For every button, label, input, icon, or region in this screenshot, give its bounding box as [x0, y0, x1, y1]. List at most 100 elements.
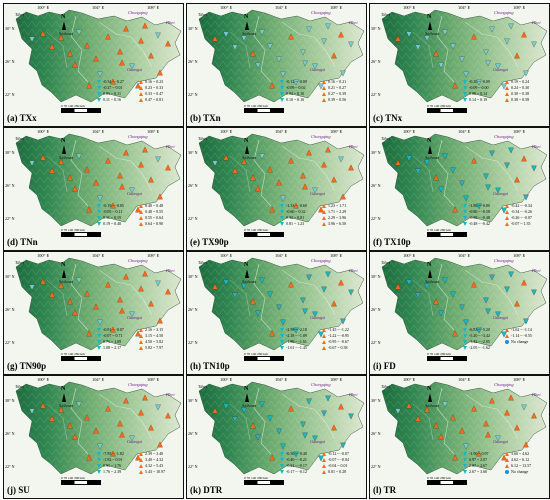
up-trend-marker: [300, 172, 306, 179]
up-triangle-icon: [505, 222, 509, 227]
scale-text-label: 0 70 140 280 km: [61, 352, 85, 356]
up-triangle-icon: [322, 80, 326, 85]
legend-item: 1.08 ~ 2.17: [97, 345, 121, 351]
down-trend-marker: [338, 156, 344, 163]
legend-item: 0.64 ~ 0.90: [139, 221, 163, 227]
up-trend-marker: [348, 164, 354, 171]
map-panel: 100° E 104° E 108° E 30° N 26° N 22° N Tibet Ch…: [369, 3, 550, 127]
down-trend-marker: [438, 62, 444, 69]
north-label: N: [244, 386, 249, 392]
up-triangle-icon: [139, 80, 143, 85]
lat-label: 26° N: [5, 59, 15, 64]
down-trend-marker: [223, 403, 229, 410]
name guangxi-label: Guangxi: [493, 67, 509, 72]
legend-label: 0.24 ~ 0.30: [511, 85, 530, 90]
legend-item: 0.24 ~ 0.30: [505, 85, 530, 91]
legend-label: 3.60 ~ 4.62: [511, 451, 530, 456]
up-trend-marker: [504, 409, 510, 416]
up-trend-marker: [110, 202, 116, 209]
down-trend-marker: [267, 43, 273, 50]
down-triangle-icon: [97, 210, 101, 215]
legend-item: -0.50 ~ -0.40: [280, 451, 307, 457]
down-triangle-icon: [97, 470, 101, 475]
up-trend-marker: [72, 185, 78, 192]
down-trend-marker: [300, 297, 306, 304]
legend-label: 0.30 ~ 0.38: [511, 91, 530, 96]
terrain-map: [198, 133, 365, 227]
legend-item: -1.90 ~ 0.97: [463, 451, 489, 457]
down-triangle-icon: [97, 334, 101, 339]
legend-label: 5.82 ~ 7.97: [145, 345, 164, 350]
north-arrow-icon: [245, 269, 249, 278]
down-trend-marker: [276, 56, 282, 63]
down-trend-marker: [495, 187, 501, 194]
name hbei-label: Hbei: [349, 144, 358, 149]
down-triangle-icon: [97, 86, 101, 91]
legend-label: 0.27 ~ 0.39: [328, 91, 347, 96]
down-trend-marker: [442, 401, 448, 408]
up-triangle-icon: [322, 204, 326, 209]
legend-label: 0.39 ~ 0.56: [328, 97, 347, 102]
up-triangle-icon: [139, 452, 143, 457]
name chongqing-label: Chongqing: [311, 134, 331, 139]
up-trend-marker: [142, 394, 148, 401]
legend-label: -3.42 ~ -2.05: [469, 339, 490, 344]
north-label: N: [244, 14, 249, 20]
up-trend-marker: [40, 30, 46, 37]
panel-label: (l) TR: [373, 485, 397, 495]
legend-item: 3.60 ~ 4.62: [505, 451, 530, 457]
legend-item: 0.23 ~ 0.33: [139, 85, 163, 91]
panel-label: (c) TNx: [373, 113, 403, 123]
up-trend-marker: [433, 174, 439, 181]
up-trend-marker: [105, 157, 111, 164]
legend-label: 3.40 ~ 4.32: [145, 457, 164, 462]
down-triangle-icon: [463, 86, 467, 91]
north-label: N: [244, 262, 249, 268]
down-trend-marker: [259, 29, 265, 36]
down-trend-marker: [300, 49, 306, 56]
lat-label: 26° N: [188, 59, 198, 64]
up-trend-marker: [58, 34, 64, 41]
legend-label: 0.48 ~ 0.55: [145, 209, 164, 214]
legend-label: -0.20 ~ -0.09: [469, 79, 490, 84]
up-trend-marker: [250, 50, 256, 57]
legend-label: -0.81 ~ -0.07: [103, 327, 124, 332]
up-trend-marker: [105, 33, 111, 40]
up-trend-marker: [123, 273, 129, 280]
up-trend-marker: [72, 61, 78, 68]
lon-label: 104° E: [275, 377, 288, 382]
scale-bar: [244, 356, 284, 361]
up-trend-marker: [514, 176, 520, 183]
down-trend-marker: [531, 165, 537, 172]
north-label: N: [61, 14, 66, 20]
legend-item: 0.48 ~ 0.55: [139, 209, 164, 215]
up-trend-marker: [255, 185, 261, 192]
down-trend-marker: [129, 187, 135, 194]
name sichuan-label: Sichuan: [59, 31, 74, 36]
name guangxi-label: Guangxi: [127, 439, 143, 444]
up-trend-marker: [119, 431, 125, 438]
legend-label: 0.11 ~ 0.19: [103, 215, 122, 220]
legend-item: 5.82 ~ 7.97: [139, 345, 164, 351]
down-triangle-icon: [97, 80, 101, 85]
north-label: N: [427, 138, 432, 144]
up-trend-marker: [331, 300, 337, 307]
down-triangle-icon: [97, 216, 101, 221]
up-trend-marker: [523, 441, 529, 448]
legend-label: -0.19 ~ -0.05: [103, 203, 124, 208]
north-label: N: [61, 386, 66, 392]
down-trend-marker: [255, 310, 261, 317]
up-trend-marker: [58, 158, 64, 165]
up-trend-marker: [395, 159, 401, 166]
north-arrow-icon: [62, 269, 66, 278]
up-trend-marker: [485, 431, 491, 438]
name sichuan-label: Sichuan: [242, 155, 257, 160]
up-trend-marker: [119, 307, 125, 314]
down-trend-marker: [276, 428, 282, 435]
legend-item: 0.19 ~ 0.40: [97, 221, 121, 227]
name hbei-label: Hbei: [166, 20, 175, 25]
name tibet-label: Tibet: [15, 12, 24, 17]
legend-item: -0.95 ~ -0.67: [322, 339, 349, 345]
legend-label: 2.39 ~ 3.40: [145, 451, 164, 456]
legend-label: -0.67 ~ 0.38: [328, 345, 348, 350]
